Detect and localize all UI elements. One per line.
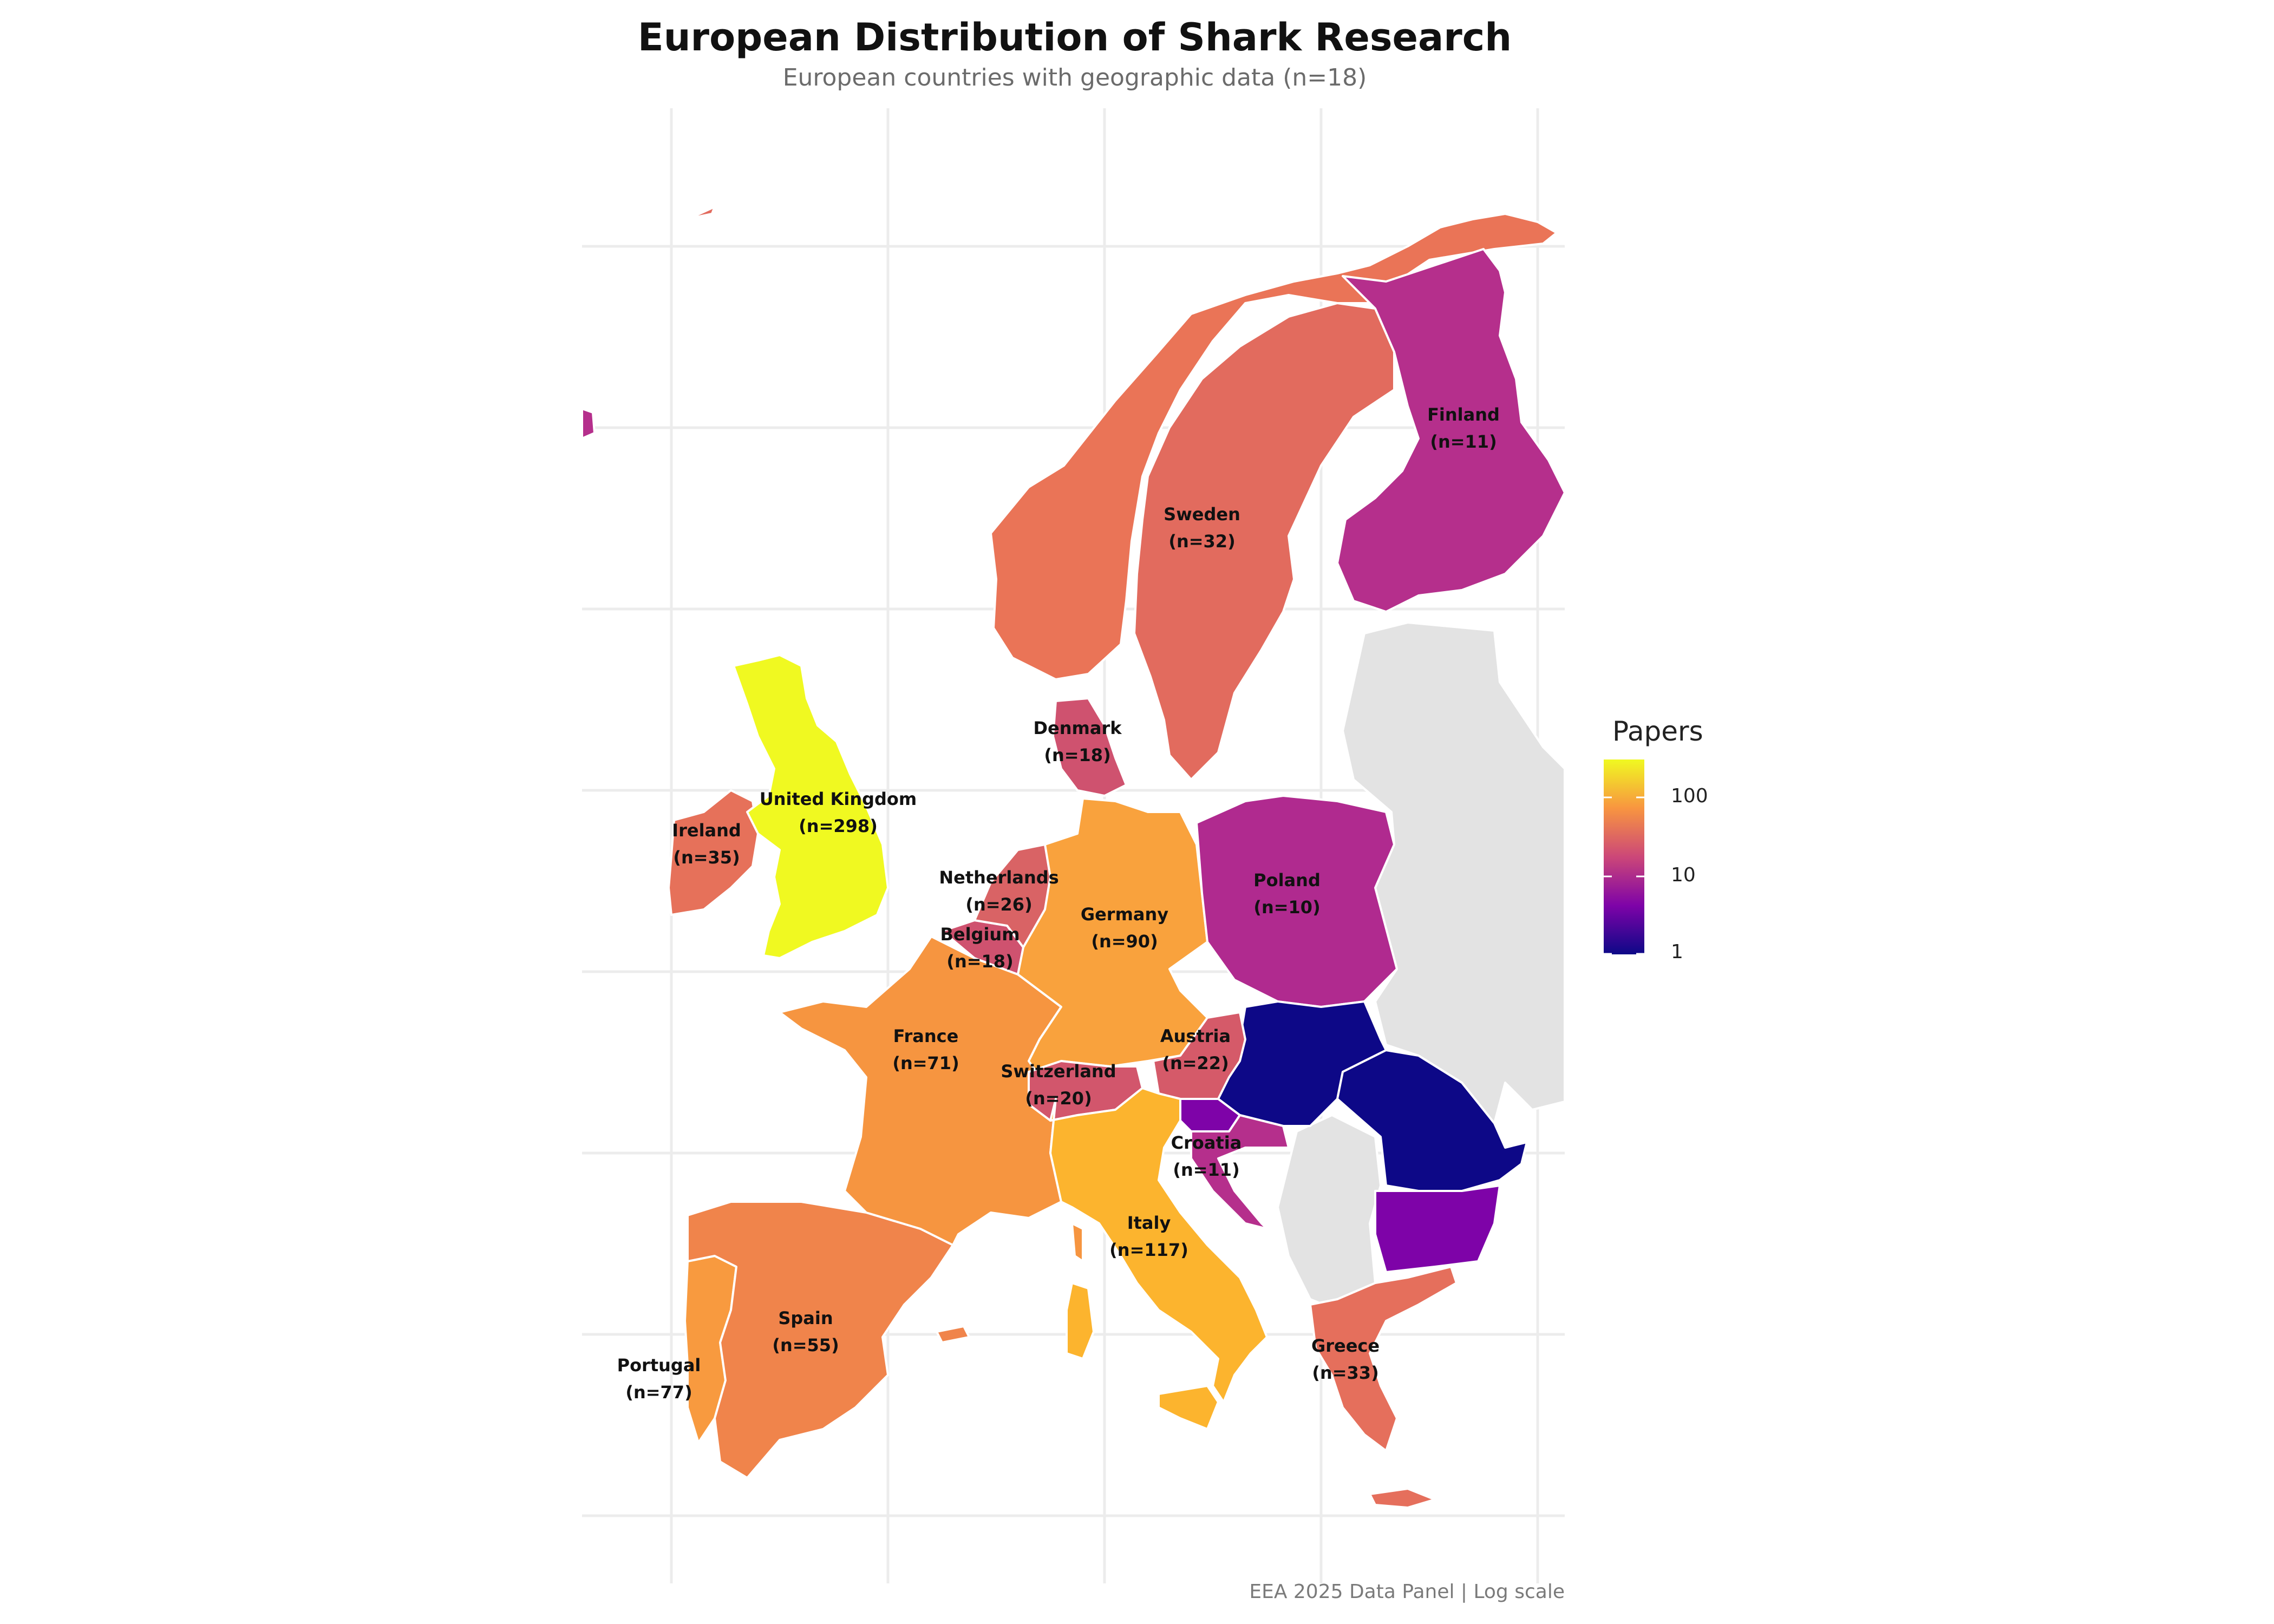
region-uk	[733, 654, 889, 959]
region-islet	[688, 206, 716, 220]
label-france-count: (n=71)	[892, 1053, 959, 1073]
label-spain-name: Spain	[778, 1308, 833, 1328]
region-greece-crete	[1369, 1488, 1436, 1509]
label-uk-name: United Kingdom	[760, 789, 917, 809]
region-italy	[1049, 1087, 1268, 1403]
label-greece: Greece (n=33)	[1311, 1335, 1380, 1383]
label-sweden: Sweden (n=32)	[1164, 504, 1240, 552]
label-croatia-name: Croatia	[1171, 1132, 1242, 1153]
label-belgium-name: Belgium	[940, 924, 1020, 945]
label-portugal-name: Portugal	[617, 1355, 701, 1376]
label-poland-count: (n=10)	[1253, 897, 1320, 918]
region-finland	[1336, 248, 1566, 613]
region-italy-sicily	[1158, 1385, 1219, 1430]
label-switzerland: Switzerland (n=20)	[1001, 1061, 1116, 1109]
region-croatia	[1190, 1114, 1290, 1230]
region-sweden	[1133, 302, 1395, 781]
region-poland	[1195, 795, 1398, 1008]
legend-tick-100: 100	[1671, 785, 1708, 807]
label-spain-count: (n=55)	[772, 1335, 839, 1355]
label-finland-count: (n=11)	[1430, 431, 1497, 452]
label-denmark: Denmark (n=18)	[1033, 718, 1122, 765]
label-netherlands-name: Netherlands	[939, 867, 1058, 888]
label-italy-count: (n=117)	[1109, 1240, 1188, 1260]
region-france-corsica	[1071, 1222, 1084, 1262]
label-switzerland-count: (n=20)	[1025, 1088, 1092, 1109]
label-spain: Spain (n=55)	[772, 1308, 839, 1355]
label-croatia-count: (n=11)	[1173, 1160, 1239, 1180]
label-switzerland-name: Switzerland	[1001, 1061, 1116, 1082]
region-norway	[990, 213, 1558, 680]
region-italy-sardinia	[1066, 1282, 1095, 1360]
map-subtitle: European countries with geographic data …	[782, 64, 1367, 91]
label-ireland-name: Ireland	[672, 820, 741, 841]
region-iceland-edge	[581, 408, 596, 440]
region-ireland	[668, 789, 759, 916]
label-uk: United Kingdom (n=298)	[760, 789, 917, 836]
label-finland-name: Finland	[1427, 404, 1500, 425]
label-sweden-name: Sweden	[1164, 504, 1240, 525]
label-croatia: Croatia (n=11)	[1171, 1132, 1242, 1180]
label-germany: Germany (n=90)	[1081, 904, 1168, 952]
label-denmark-name: Denmark	[1033, 718, 1122, 738]
legend-tick-10: 10	[1671, 864, 1696, 886]
label-italy: Italy (n=117)	[1109, 1213, 1188, 1260]
region-greece	[1309, 1266, 1458, 1452]
legend-tick-1: 1	[1671, 941, 1683, 963]
label-uk-count: (n=298)	[799, 816, 878, 836]
legend-gradient-bar	[1604, 759, 1644, 954]
label-austria: Austria (n=22)	[1160, 1026, 1231, 1073]
label-sweden-count: (n=32)	[1168, 531, 1235, 552]
label-greece-count: (n=33)	[1312, 1363, 1378, 1383]
label-ireland-count: (n=35)	[673, 847, 740, 868]
map-caption: EEA 2025 Data Panel | Log scale	[1249, 1581, 1565, 1603]
label-belgium: Belgium (n=18)	[940, 924, 1020, 972]
label-netherlands-count: (n=26)	[965, 894, 1032, 915]
region-denmark	[1052, 697, 1127, 797]
label-greece-name: Greece	[1311, 1335, 1380, 1356]
label-poland-name: Poland	[1253, 870, 1321, 890]
label-belgium-count: (n=18)	[946, 951, 1013, 972]
label-italy-name: Italy	[1127, 1213, 1171, 1233]
label-france-name: France	[893, 1026, 959, 1046]
legend-title: Papers	[1612, 716, 1703, 747]
label-portugal: Portugal (n=77)	[617, 1355, 701, 1403]
label-poland: Poland (n=10)	[1253, 870, 1321, 918]
region-romania	[1336, 1049, 1528, 1192]
label-portugal-count: (n=77)	[625, 1382, 692, 1403]
label-ireland: Ireland (n=35)	[672, 820, 741, 868]
map-title: European Distribution of Shark Research	[637, 15, 1512, 60]
label-finland: Finland (n=11)	[1427, 404, 1500, 452]
label-france: France (n=71)	[892, 1026, 959, 1073]
region-spain-balearics	[936, 1325, 970, 1344]
label-netherlands: Netherlands (n=26)	[939, 867, 1058, 915]
label-germany-name: Germany	[1081, 904, 1168, 925]
label-denmark-count: (n=18)	[1044, 745, 1110, 765]
region-bulgaria	[1374, 1184, 1501, 1273]
label-austria-name: Austria	[1160, 1026, 1231, 1046]
label-austria-count: (n=22)	[1162, 1053, 1229, 1073]
label-germany-count: (n=90)	[1091, 931, 1158, 952]
